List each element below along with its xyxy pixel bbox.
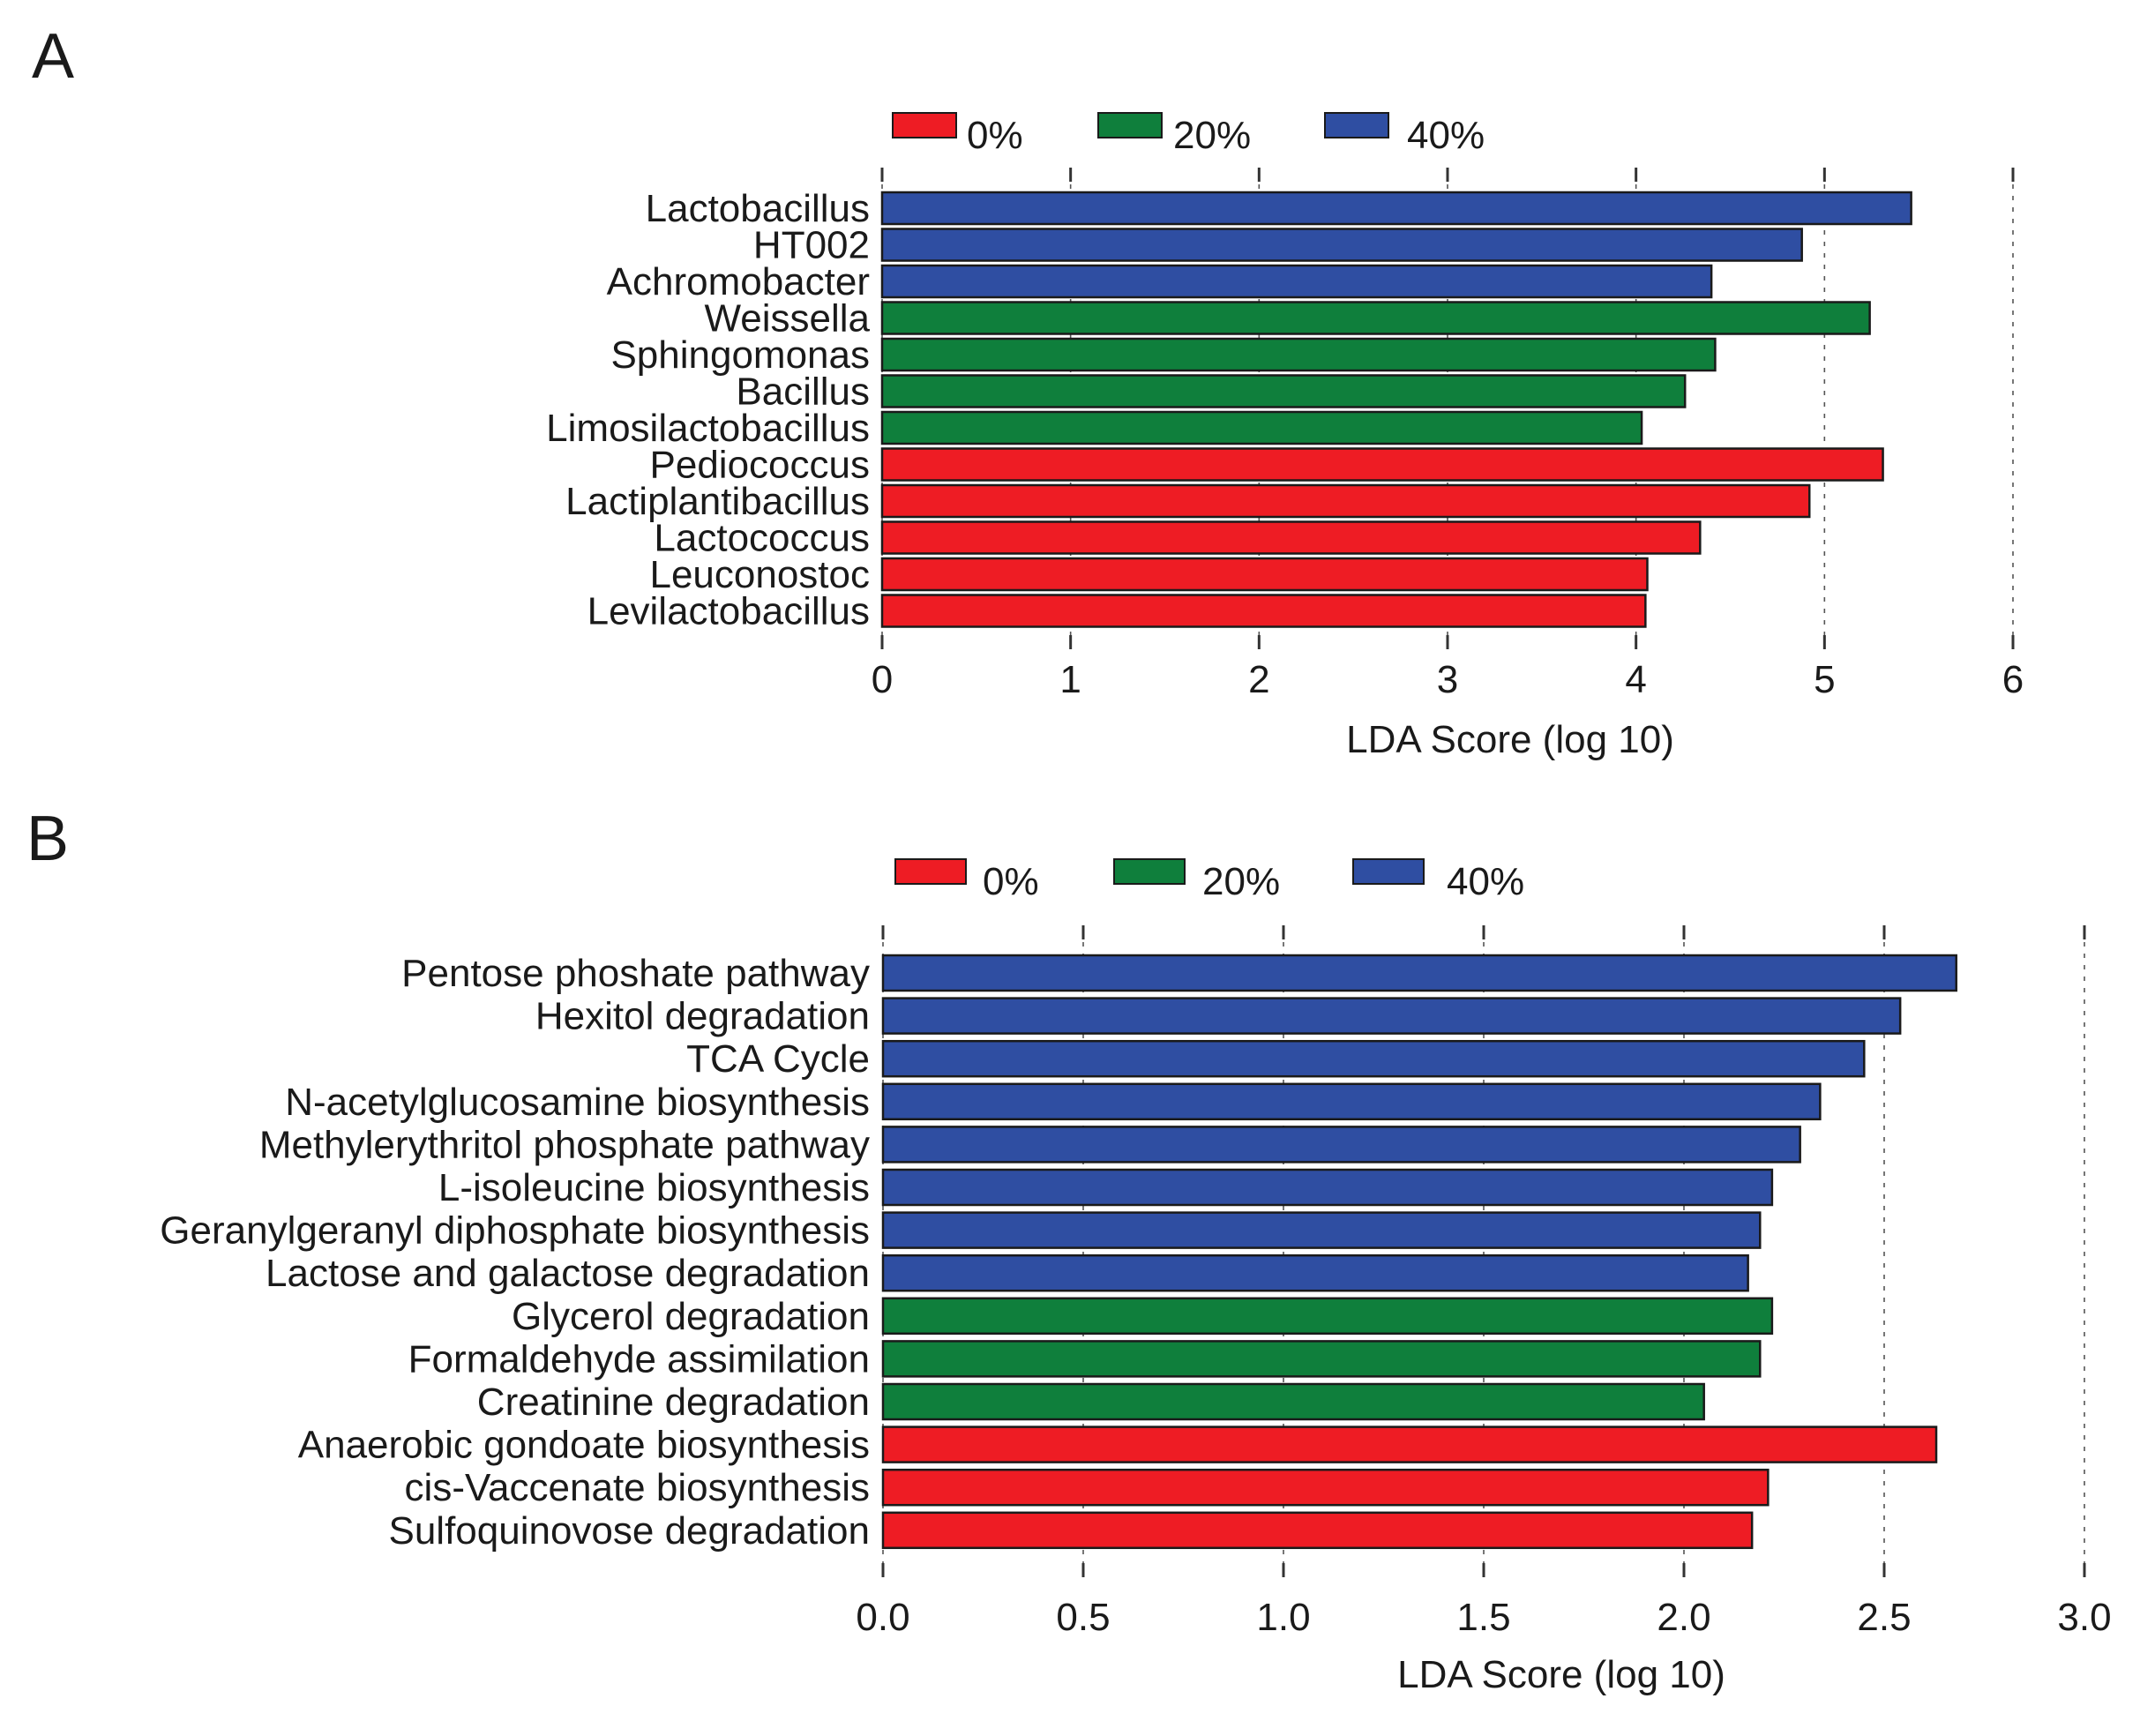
x-axis-title-a: LDA Score (log 10) bbox=[1346, 718, 1674, 761]
x-tick-label-b-6: 3.0 bbox=[2057, 1596, 2111, 1639]
bar-methylerythritol-phosphate-pathway bbox=[881, 1126, 1801, 1164]
category-label-levilactobacillus: Levilactobacillus bbox=[587, 590, 870, 633]
x-tick-label-b-2: 1.0 bbox=[1256, 1596, 1310, 1639]
bar-l-isoleucine-biosynthesis bbox=[881, 1168, 1774, 1207]
category-label-bacillus: Bacillus bbox=[736, 370, 870, 414]
bar-bacillus bbox=[880, 374, 1687, 408]
legend-swatch-0-a bbox=[892, 112, 957, 138]
legend-label-0-a: 0% bbox=[967, 114, 1023, 157]
bar-levilactobacillus bbox=[880, 594, 1647, 628]
x-tick-label-a-6: 6 bbox=[2002, 658, 2024, 701]
legend-swatch-20-a bbox=[1097, 112, 1163, 138]
bar-anaerobic-gondoate-biosynthesis bbox=[881, 1425, 1938, 1463]
category-label-lactiplantibacillus: Lactiplantibacillus bbox=[565, 480, 870, 523]
category-label-lactobacillus: Lactobacillus bbox=[646, 187, 870, 230]
bar-leuconostoc bbox=[880, 557, 1649, 592]
x-tick-label-a-2: 2 bbox=[1248, 658, 1269, 701]
bar-lactose-and-galactose-degradation bbox=[881, 1253, 1749, 1292]
category-label-geranylgeranyl-diphosphate-biosynthesis: Geranylgeranyl diphosphate biosynthesis bbox=[160, 1209, 870, 1253]
legend-label-40-b: 40% bbox=[1447, 860, 1524, 903]
x-tick-label-a-3: 3 bbox=[1437, 658, 1458, 701]
category-label-weissella: Weissella bbox=[705, 297, 871, 340]
category-label-tca-cycle: TCA Cycle bbox=[686, 1037, 870, 1081]
legend-swatch-0-b bbox=[894, 858, 967, 885]
category-label-pentose-phoshate-pathway: Pentose phoshate pathway bbox=[401, 952, 870, 995]
panel-letter-a: A bbox=[32, 21, 74, 92]
x-axis-title-b: LDA Score (log 10) bbox=[1397, 1653, 1725, 1696]
bar-lactiplantibacillus bbox=[880, 483, 1811, 519]
bar-glycerol-degradation bbox=[881, 1297, 1774, 1336]
category-label-achromobacter: Achromobacter bbox=[607, 260, 870, 303]
bar-limosilactobacillus bbox=[880, 410, 1643, 445]
bar-formaldehyde-assimilation bbox=[881, 1340, 1762, 1378]
category-label-ht002: HT002 bbox=[753, 224, 870, 267]
legend-swatch-20-b bbox=[1113, 858, 1186, 885]
bar-achromobacter bbox=[880, 264, 1713, 299]
category-label-lactococcus: Lactococcus bbox=[654, 517, 870, 560]
bar-pentose-phoshate-pathway bbox=[881, 954, 1957, 992]
category-label-limosilactobacillus: Limosilactobacillus bbox=[546, 407, 870, 450]
x-tick-label-a-1: 1 bbox=[1059, 658, 1081, 701]
legend-label-20-b: 20% bbox=[1202, 860, 1280, 903]
bar-geranylgeranyl-diphosphate-biosynthesis bbox=[881, 1211, 1762, 1249]
panel-a: A 0% 20% 40% 0 1 2 3 4 5 6 LactobacillusHT002Achro… bbox=[32, 21, 2024, 761]
category-label-sulfoquinovose-degradation: Sulfoquinovose degradation bbox=[388, 1509, 870, 1553]
bar-n-acetylglucosamine-biosynthesis bbox=[881, 1082, 1822, 1121]
legend-label-40-a: 40% bbox=[1407, 114, 1485, 157]
bar-weissella bbox=[880, 301, 1871, 335]
panel-letter-b: B bbox=[26, 804, 69, 874]
category-label-methylerythritol-phosphate-pathway: Methylerythritol phosphate pathway bbox=[259, 1123, 870, 1166]
bar-sphingomonas bbox=[880, 337, 1717, 372]
bar-ht002 bbox=[880, 228, 1803, 262]
x-tick-label-a-4: 4 bbox=[1625, 658, 1646, 701]
category-label-cis-vaccenate-biosynthesis: cis-Vaccenate biosynthesis bbox=[405, 1466, 870, 1509]
x-tick-label-b-1: 0.5 bbox=[1056, 1596, 1110, 1639]
bar-creatinine-degradation bbox=[881, 1382, 1705, 1421]
category-label-anaerobic-gondoate-biosynthesis: Anaerobic gondoate biosynthesis bbox=[298, 1424, 870, 1467]
legend-label-20-a: 20% bbox=[1173, 114, 1251, 157]
bar-tca-cycle bbox=[881, 1039, 1866, 1078]
x-tick-label-b-5: 2.5 bbox=[1857, 1596, 1911, 1639]
category-label-lactose-and-galactose-degradation: Lactose and galactose degradation bbox=[266, 1252, 870, 1295]
category-label-sphingomonas: Sphingomonas bbox=[610, 333, 870, 377]
bar-hexitol-degradation bbox=[881, 997, 1902, 1035]
x-tick-label-a-5: 5 bbox=[1814, 658, 1835, 701]
legend-swatch-40-a bbox=[1324, 112, 1389, 138]
bar-lactobacillus bbox=[880, 191, 1912, 226]
bar-sulfoquinovose-degradation bbox=[881, 1511, 1754, 1550]
category-label-glycerol-degradation: Glycerol degradation bbox=[512, 1295, 870, 1338]
category-label-n-acetylglucosamine-biosynthesis: N-acetylglucosamine biosynthesis bbox=[285, 1081, 870, 1124]
category-label-formaldehyde-assimilation: Formaldehyde assimilation bbox=[408, 1337, 870, 1381]
bar-lactococcus bbox=[880, 520, 1702, 555]
panel-b: B 0% 20% 40% 0.0 0.5 1.0 1.5 2.0 2.5 3.0 Pentose p… bbox=[26, 804, 2112, 1696]
legend-label-0-b: 0% bbox=[983, 860, 1039, 903]
bar-cis-vaccenate-biosynthesis bbox=[881, 1468, 1770, 1507]
category-label-pediococcus: Pediococcus bbox=[650, 444, 870, 487]
x-tick-label-b-0: 0.0 bbox=[856, 1596, 909, 1639]
legend-swatch-40-b bbox=[1352, 858, 1425, 885]
category-label-leuconostoc: Leuconostoc bbox=[649, 553, 870, 596]
x-tick-label-b-3: 1.5 bbox=[1456, 1596, 1510, 1639]
category-label-creatinine-degradation: Creatinine degradation bbox=[477, 1381, 870, 1424]
category-label-hexitol-degradation: Hexitol degradation bbox=[535, 995, 870, 1038]
x-tick-label-b-4: 2.0 bbox=[1657, 1596, 1710, 1639]
bar-pediococcus bbox=[880, 447, 1884, 482]
category-label-l-isoleucine-biosynthesis: L-isoleucine biosynthesis bbox=[438, 1166, 870, 1209]
x-tick-label-a-0: 0 bbox=[872, 658, 893, 701]
